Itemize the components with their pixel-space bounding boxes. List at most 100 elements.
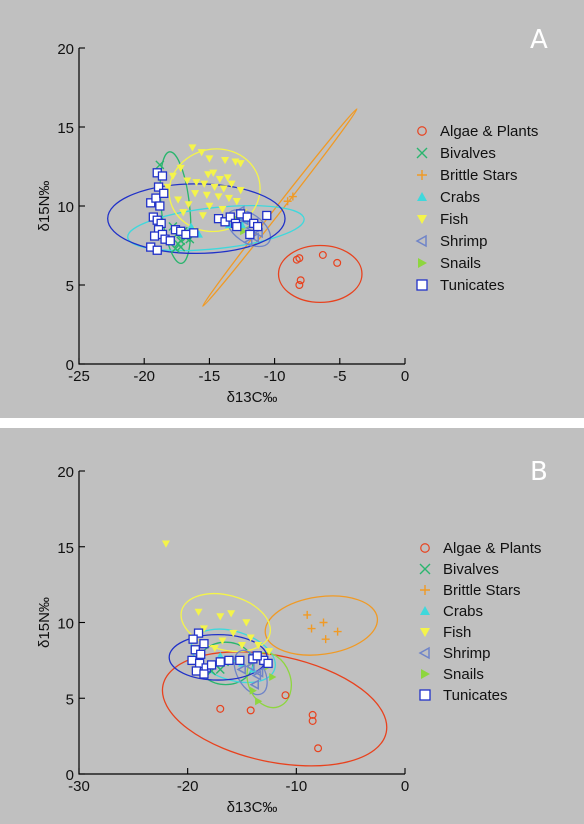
chart-a-point-4-13 [200, 180, 209, 188]
chart-b-point-4-0 [161, 540, 170, 548]
chart-a-ellipses [107, 108, 363, 307]
chart-a-point-4-1 [197, 149, 206, 157]
chart-b-point-4-11 [238, 642, 246, 650]
chart-a-point-4-19 [202, 191, 211, 199]
chart-a-point-7-1 [157, 171, 168, 181]
chart-b-ytick-label-2: 10 [57, 616, 74, 633]
chart-a-point-4-12 [192, 179, 201, 187]
chart-a-point-7-17 [189, 228, 199, 238]
chart-b-legend-marker-5 [418, 646, 430, 660]
chart-b-point-0-0 [216, 704, 225, 713]
chart-a-point-1-5 [176, 242, 186, 252]
chart-b-point-6-1 [255, 697, 263, 706]
chart-a-point-4-32 [168, 172, 177, 180]
chart-a-point-7-13 [165, 236, 175, 246]
chart-b-point-2-1 [319, 618, 328, 627]
chart-b-point-4-12 [265, 648, 274, 656]
chart-a-point-6-1 [240, 227, 248, 236]
panel-letter-a: A [530, 25, 548, 55]
chart-a-point-4-3 [221, 156, 230, 165]
chart-a-point-4-23 [174, 196, 183, 204]
chart-a-point-7-29 [232, 221, 242, 232]
chart-b-point-4-7 [246, 634, 255, 642]
chart-a-point-4-14 [210, 183, 219, 192]
chart-b-point-7-10 [206, 660, 217, 670]
chart-a-ylabel: δ15N‰ [36, 181, 53, 232]
chart-a-point-7-19 [152, 245, 162, 255]
chart-b-point-7-13 [235, 655, 245, 666]
chart-b-point-4-5 [199, 625, 208, 633]
chart-a-point-7-28 [262, 210, 272, 221]
chart-b-point-4-6 [229, 629, 238, 638]
chart-a-legend: Algae & Plants Bivalves Brittle Stars Crabs… [415, 123, 538, 294]
chart-b-ytick-label-4: 20 [57, 464, 74, 481]
chart-b-point-7-5 [187, 655, 197, 666]
chart-a-point-2-0 [283, 197, 292, 206]
chart-b-point-7-1 [188, 634, 198, 644]
chart-b-point-0-5 [314, 744, 323, 753]
chart-a-point-3-0 [187, 222, 196, 230]
chart-b-ellipse-0 [161, 651, 388, 767]
chart-a-points [146, 144, 342, 290]
chart-b-legend-marker-1 [419, 563, 431, 575]
chart-a-point-4-26 [218, 205, 227, 214]
chart-a-ytick-label-4: 20 [57, 41, 74, 58]
chart-b-point-0-1 [246, 706, 255, 715]
chart-b-point-6-3 [269, 673, 277, 682]
chart-b-point-4-9 [218, 637, 227, 645]
chart-b-legend-marker-0 [420, 543, 430, 553]
chart-b-legend-label-5: Shrimp [443, 645, 491, 662]
chart-b-points [161, 540, 342, 753]
chart-b-point-0-2 [281, 691, 290, 700]
chart-b-xtick-label-1: -20 [177, 778, 199, 795]
chart-a-point-4-7 [204, 171, 213, 179]
chart-a-xtick-label-1: -20 [133, 368, 155, 385]
chart-a-point-1-0 [155, 160, 165, 170]
chart-a-point-4-24 [184, 201, 193, 209]
chart-b-legend-label-4: Fish [443, 624, 471, 641]
chart-a-point-4-5 [236, 160, 245, 168]
chart-a-ytick-label-2: 10 [57, 199, 74, 216]
chart-a-legend-marker-6 [418, 258, 427, 268]
chart-a-xtick-label-5: 0 [401, 368, 409, 385]
chart-a-point-4-17 [236, 187, 245, 195]
chart-b-point-5-4 [253, 667, 264, 678]
chart-a-legend-label-1: Bivalves [440, 145, 496, 162]
chart-b-point-5-0 [236, 664, 246, 675]
chart-a-legend-label-3: Crabs [440, 189, 480, 206]
chart-b-legend-marker-4 [420, 628, 430, 637]
chart-a-point-0-1 [296, 276, 305, 285]
chart-a-point-7-25 [242, 212, 252, 222]
chart-a-legend-label-5: Shrimp [440, 233, 488, 250]
chart-b-point-0-4 [308, 716, 317, 725]
chart-a-point-7-30 [245, 229, 255, 240]
chart-b-xtick-label-2: -10 [285, 778, 307, 795]
chart-a-xtick-label-0: -25 [68, 368, 90, 385]
chart-a-point-5-3 [249, 232, 259, 243]
chart-b-point-1-2 [215, 664, 225, 674]
chart-b-point-4-4 [242, 619, 251, 627]
chart-a-point-7-31 [159, 188, 169, 199]
chart-a-ytick-label-3: 15 [57, 120, 74, 137]
chart-a-legend-marker-2 [417, 170, 427, 180]
chart-a-point-4-22 [232, 198, 241, 206]
chart-a-xlabel: δ13C‰ [227, 389, 278, 406]
chart-a-point-7-5 [155, 201, 165, 211]
chart-a-point-4-6 [176, 164, 185, 173]
chart-a-legend-marker-7 [416, 279, 428, 291]
chart-a-svg: A -25 -20 -15 -10 -5 0 0 5 10 15 20 δ13C‰ δ15N‰ Algae… [36, 25, 548, 406]
chart-b-point-7-16 [252, 651, 262, 661]
chart-b-point-7-11 [215, 657, 225, 667]
chart-a-point-4-9 [215, 175, 224, 184]
chart-a-legend-marker-3 [417, 192, 427, 201]
chart-b-ellipse-4 [180, 592, 271, 653]
chart-a-point-0-3 [318, 250, 327, 259]
chart-b-point-4-1 [194, 608, 203, 616]
chart-a-point-0-4 [333, 258, 342, 267]
chart-b-legend: Algae & Plants Bivalves Brittle Stars Crabs… [418, 540, 541, 704]
chart-a-ellipse-3 [127, 205, 305, 252]
chart-b-point-7-2 [199, 639, 209, 649]
chart-a-ellipse-4 [168, 148, 261, 233]
chart-b-legend-label-1: Bivalves [443, 561, 499, 578]
chart-b-point-3-0 [216, 651, 225, 660]
